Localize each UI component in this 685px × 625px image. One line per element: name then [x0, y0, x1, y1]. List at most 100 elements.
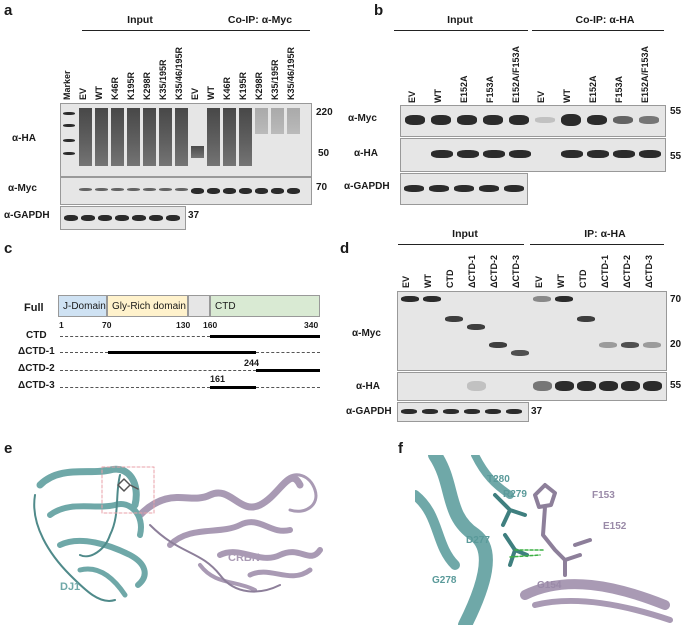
myc-band: [191, 188, 204, 194]
lane-label: WT: [94, 86, 104, 100]
panel-a-mw-50: 50: [318, 148, 330, 159]
lane-label: ΔCTD-2: [622, 255, 632, 288]
crbn-ribbon-2: [167, 519, 293, 548]
ha-smear-lane: [207, 108, 220, 166]
lane-label: Marker: [62, 70, 72, 100]
panel-c-letter: c: [4, 240, 13, 257]
dctd3-solid: [210, 386, 256, 389]
panel-d-ip-line: [530, 244, 664, 245]
dj1-ribbon-4: [77, 566, 128, 598]
panel-d-ip-header: IP: α-HA: [584, 228, 626, 240]
panel-d-input-header: Input: [452, 228, 478, 240]
panel-d-ha-label: α-HA: [356, 381, 380, 392]
panel-c-full-label: Full: [24, 302, 44, 314]
ha-smear-lane: [127, 108, 140, 166]
lane-label: K46R: [222, 76, 232, 100]
crbn-coil: [149, 524, 281, 593]
panel-d-mw-70: 70: [670, 294, 682, 305]
crbn-ribbon-1: [136, 474, 304, 519]
myc-band: [639, 116, 659, 124]
myc-band: [445, 316, 463, 322]
panel-d-myc-label: α-Myc: [352, 328, 381, 339]
lane-label: K35/46/195R: [286, 46, 296, 100]
myc-band: [535, 117, 555, 123]
panel-a-mw-70: 70: [316, 182, 328, 193]
hbond-2: [509, 554, 541, 558]
gapdh-band: [422, 409, 438, 414]
lane-label: ΔCTD-1: [600, 255, 610, 288]
ha-smear-lane: [191, 146, 204, 158]
gapdh-band: [485, 409, 501, 414]
panel-b-ha-label: α-HA: [354, 148, 378, 159]
lane-label: WT: [433, 89, 443, 103]
gapdh-band: [479, 185, 499, 192]
crbn-label: CRBN: [228, 552, 260, 564]
myc-band: [255, 188, 268, 194]
lane-label: EV: [536, 90, 546, 103]
panel-d-mw-20: 20: [670, 339, 682, 350]
ha-smear-lane: [111, 108, 124, 166]
dctd2-dash: [60, 370, 256, 371]
myc-band: [457, 115, 477, 125]
myc-band: [423, 296, 441, 302]
gapdh-band: [132, 215, 146, 221]
panel-a-letter: a: [4, 2, 13, 19]
crbn-ribbon-4: [247, 567, 313, 579]
dj1-crbn-structure: DJ1 CRBN: [33, 465, 323, 602]
panel-a-ha-blot: [60, 103, 312, 177]
myc-band: [555, 296, 573, 302]
panel-b-letter: b: [374, 2, 384, 19]
ha-band: [643, 381, 662, 391]
panel-d-gapdh-label: α-GAPDH: [346, 406, 392, 417]
panel-b-coip-line: [532, 30, 664, 31]
lane-label: EV: [401, 275, 411, 288]
panel-d-ha-blot: [397, 372, 667, 401]
dctd1-dash-right: [256, 352, 320, 353]
dj1-ribbon-3: [57, 537, 148, 588]
lane-label: K195R: [238, 71, 248, 100]
lane-label: EV: [190, 87, 200, 100]
panel-a-coip-line: [190, 30, 310, 31]
panel-a-myc-label: α-Myc: [8, 183, 37, 194]
gapdh-band: [81, 215, 95, 221]
crbn-strand: [520, 579, 670, 610]
dctd3-dash-right: [256, 387, 320, 388]
ha-band: [577, 381, 596, 391]
panel-e-letter: e: [4, 440, 13, 457]
interface-closeup: [415, 455, 673, 625]
lane-label: E152A: [459, 75, 469, 103]
myc-band: [561, 113, 581, 127]
ha-smear-lane: [95, 108, 108, 166]
panel-b-myc-label: α-Myc: [348, 113, 377, 124]
gapdh-band: [429, 185, 449, 192]
gly-rich-domain: Gly-Rich domain: [107, 295, 188, 317]
myc-band: [483, 115, 503, 125]
dctd1-solid: [108, 351, 256, 354]
lane-label: ΔCTD-3: [644, 255, 654, 288]
lane-label: EV: [407, 90, 417, 103]
lane-label: K35/195R: [158, 59, 168, 100]
gapdh-band: [454, 185, 474, 192]
lane-label: CTD: [445, 269, 455, 289]
panel-d-mw-55: 55: [670, 380, 682, 391]
gapdh-band: [464, 409, 480, 414]
lane-label: ΔCTD-3: [511, 255, 521, 288]
interface-highlight-box: [101, 466, 155, 514]
dctd1-dash-left: [60, 352, 108, 353]
dj1-coil: [33, 494, 116, 602]
ha-smear-lane: [271, 108, 284, 134]
residue-r279: R279: [503, 489, 527, 500]
pos-244: 244: [244, 358, 260, 368]
dj1-coil-2: [79, 474, 121, 558]
ha-smear-lane: [255, 108, 268, 134]
gapdh-band: [166, 215, 180, 221]
myc-band: [271, 188, 284, 194]
ha-band: [587, 150, 609, 158]
myc-band: [467, 324, 485, 330]
j-domain: J-Domain: [58, 295, 107, 317]
lane-label: K195R: [126, 71, 136, 100]
panel-a-coip-header: Co-IP: α-Myc: [227, 14, 293, 26]
myc-band: [587, 114, 607, 126]
ha-band: [555, 381, 574, 391]
lane-label: WT: [556, 274, 566, 288]
